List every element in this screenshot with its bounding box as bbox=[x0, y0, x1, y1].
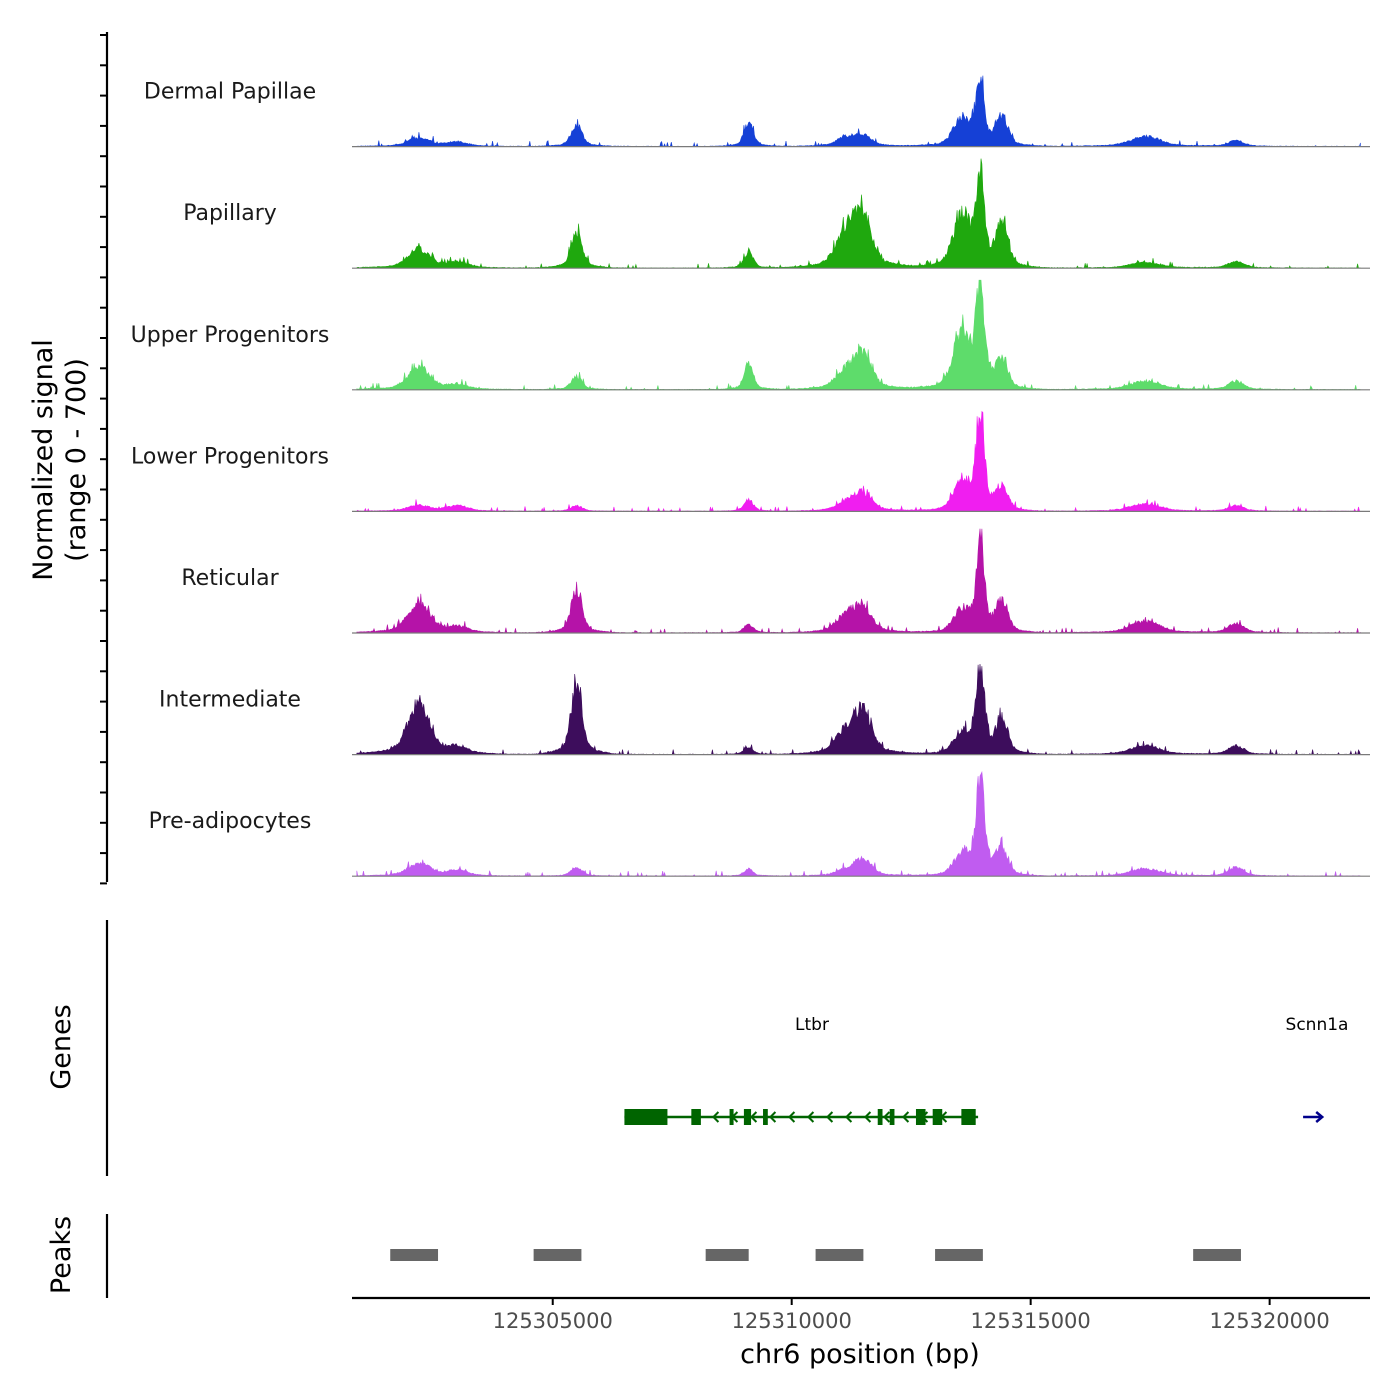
x-ticks: 125305000 125310000 125315000 125320000 bbox=[493, 1298, 1330, 1333]
gene-label: Scnn1a bbox=[1286, 1015, 1349, 1035]
strand-chevron bbox=[807, 1111, 815, 1123]
gene-label: Ltbr bbox=[795, 1015, 829, 1035]
exon bbox=[691, 1109, 701, 1125]
strand-chevron bbox=[750, 1111, 758, 1123]
track-label: Intermediate bbox=[159, 688, 301, 713]
peaks-axis-title: Peaks bbox=[46, 1216, 77, 1294]
x-tick-label: 125310000 bbox=[732, 1309, 852, 1333]
track-papillary: Papillary bbox=[183, 158, 1370, 269]
peak-region bbox=[705, 1249, 749, 1261]
strand-chevron bbox=[883, 1111, 891, 1123]
exon bbox=[915, 1109, 926, 1125]
exon bbox=[624, 1109, 668, 1125]
peak-region bbox=[935, 1249, 983, 1261]
strand-chevron bbox=[845, 1111, 853, 1123]
strand-chevron bbox=[769, 1111, 777, 1123]
y-axis-title: Normalized signal bbox=[28, 339, 59, 581]
y-axes bbox=[100, 32, 109, 1298]
genes-axis-title: Genes bbox=[46, 1004, 77, 1089]
exon bbox=[877, 1109, 883, 1125]
track-label: Upper Progenitors bbox=[131, 323, 330, 348]
track-reticular: Reticular bbox=[181, 528, 1370, 634]
track-label: Dermal Papillae bbox=[144, 80, 316, 105]
exon bbox=[932, 1109, 943, 1125]
track-pre-adipocytes: Pre-adipocytes bbox=[149, 771, 1370, 878]
gene-track: Ltbr Scnn1a bbox=[624, 1015, 1348, 1125]
exon bbox=[729, 1109, 734, 1125]
exon bbox=[763, 1109, 768, 1125]
exon bbox=[743, 1109, 752, 1125]
exon bbox=[889, 1109, 895, 1125]
strand-chevron bbox=[712, 1111, 720, 1123]
track-upper-progenitors: Upper Progenitors bbox=[131, 279, 1370, 391]
track-label: Papillary bbox=[183, 201, 277, 226]
peak-region bbox=[1193, 1249, 1241, 1261]
y-axis-range: (range 0 - 700) bbox=[61, 358, 92, 562]
gene-ltbr: Ltbr bbox=[624, 1015, 979, 1125]
track-intermediate: Intermediate bbox=[159, 663, 1370, 756]
coverage-y-ticks bbox=[100, 34, 107, 885]
x-axis-title: chr6 position (bp) bbox=[740, 1339, 980, 1370]
gene-scnn1a: Scnn1a bbox=[1286, 1015, 1349, 1123]
strand-chevron bbox=[788, 1111, 796, 1123]
strand-chevron bbox=[902, 1111, 910, 1123]
track-label: Lower Progenitors bbox=[131, 444, 329, 469]
peak-region bbox=[390, 1249, 439, 1261]
coverage-tracks: Dermal Papillae Papillary Upper Progenitor… bbox=[131, 75, 1370, 878]
strand-arrow bbox=[1315, 1111, 1325, 1123]
strand-chevron bbox=[864, 1111, 872, 1123]
exon bbox=[961, 1109, 976, 1125]
x-tick-label: 125315000 bbox=[971, 1309, 1091, 1333]
strand-chevron bbox=[826, 1111, 834, 1123]
x-tick-label: 125305000 bbox=[493, 1309, 613, 1333]
coverage-area bbox=[356, 279, 1361, 391]
peak-track bbox=[390, 1249, 1241, 1261]
track-label: Reticular bbox=[181, 566, 279, 591]
track-lower-progenitors: Lower Progenitors bbox=[131, 410, 1370, 513]
x-tick-label: 125320000 bbox=[1210, 1309, 1330, 1333]
x-axis: 125305000 125310000 125315000 125320000 bbox=[352, 1296, 1370, 1333]
peak-region bbox=[533, 1249, 582, 1261]
track-label: Pre-adipocytes bbox=[149, 809, 312, 834]
track-dermal-papillae: Dermal Papillae bbox=[144, 75, 1370, 148]
peak-region bbox=[815, 1249, 864, 1261]
